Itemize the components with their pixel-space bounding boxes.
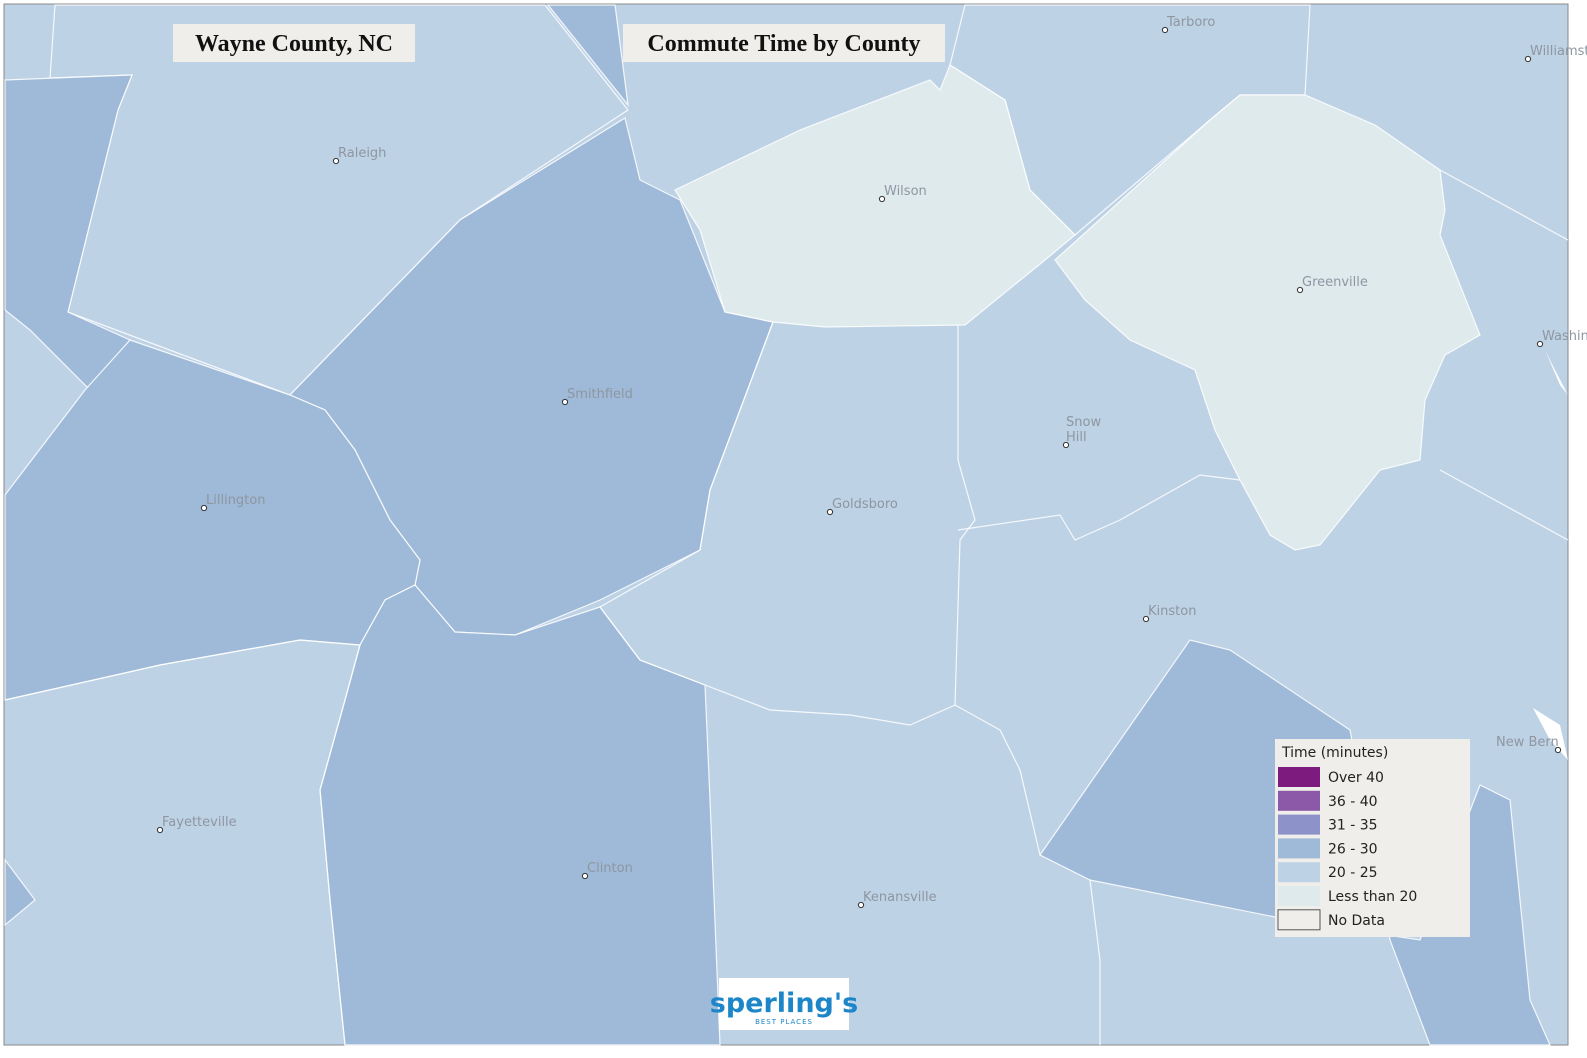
logo-box xyxy=(719,978,849,1030)
county xyxy=(674,64,1076,328)
legend-label: No Data xyxy=(1328,913,1385,929)
logo-tagline: BEST PLACES xyxy=(755,1018,813,1026)
city-dot xyxy=(878,195,886,203)
legend-label: Less than 20 xyxy=(1328,889,1417,905)
cities: Tarboro Williamston Raleigh Wilson Greenvill… xyxy=(156,15,1587,909)
city-label: Clinton xyxy=(587,861,633,876)
county-border xyxy=(1439,469,1569,541)
city-label: Washington xyxy=(1542,329,1587,344)
city-label: Wilson xyxy=(884,184,927,199)
city-dot xyxy=(1536,340,1544,348)
city-label: Williamston xyxy=(1530,44,1587,59)
legend-label: 31 - 35 xyxy=(1328,818,1378,834)
county xyxy=(546,4,629,108)
legend-swatch xyxy=(1277,909,1321,931)
logo-name: sperling's xyxy=(710,988,858,1019)
city-label: New Bern xyxy=(1496,735,1559,750)
city-label: Fayetteville xyxy=(162,815,237,830)
legend-swatch xyxy=(1278,767,1320,787)
city-dot xyxy=(1142,615,1150,623)
city-dot xyxy=(200,504,208,512)
legend-label: Over 40 xyxy=(1328,770,1384,786)
legend-title: Time (minutes) xyxy=(1281,745,1388,761)
county-border xyxy=(4,639,361,1046)
city-label: Greenville xyxy=(1302,275,1368,290)
city-dot xyxy=(332,157,340,165)
city-dot xyxy=(156,826,164,834)
city-dot xyxy=(561,398,569,406)
city-dot xyxy=(581,872,589,880)
city-label: Tarboro xyxy=(1166,15,1215,30)
county-border xyxy=(599,321,976,726)
city-label: Raleigh xyxy=(338,146,386,161)
city-label: Kenansville xyxy=(863,890,937,905)
county xyxy=(1054,94,1481,551)
city-label: Smithfield xyxy=(567,387,633,402)
city-dot xyxy=(1062,441,1070,449)
title-box xyxy=(173,24,415,62)
city-label: Kinston xyxy=(1148,604,1196,619)
city-dot xyxy=(1554,746,1562,754)
legend: Time (minutes) Over 40 36 - 40 31 - 35 26 -… xyxy=(1275,739,1470,937)
county-border xyxy=(957,474,1241,541)
county xyxy=(4,858,36,927)
legend-label: 20 - 25 xyxy=(1328,865,1378,881)
city-dot xyxy=(1296,286,1304,294)
legend-swatch xyxy=(1278,838,1320,859)
city-label: Snow Hill xyxy=(1066,415,1101,445)
legend-swatch xyxy=(1278,862,1320,883)
city-label: Lillington xyxy=(206,493,265,508)
legend-label: 26 - 30 xyxy=(1328,841,1378,857)
map-subtitle: Commute Time by County xyxy=(647,31,920,57)
map-title: Wayne County, NC xyxy=(195,31,393,57)
legend-swatch xyxy=(1278,886,1320,906)
city-dot xyxy=(1161,26,1169,34)
legend-swatch xyxy=(1278,790,1320,811)
legend-swatch xyxy=(1278,814,1320,835)
city-dot xyxy=(826,508,834,516)
counties xyxy=(4,4,1569,1046)
city-dot xyxy=(1524,55,1532,63)
city-label: Goldsboro xyxy=(832,497,898,512)
city-dot xyxy=(857,901,865,909)
subtitle-box xyxy=(623,24,945,62)
water xyxy=(1533,708,1568,760)
county-border xyxy=(954,704,1041,856)
county-border xyxy=(1089,879,1101,1045)
county-border xyxy=(1439,169,1569,241)
legend-label: 36 - 40 xyxy=(1328,794,1378,810)
